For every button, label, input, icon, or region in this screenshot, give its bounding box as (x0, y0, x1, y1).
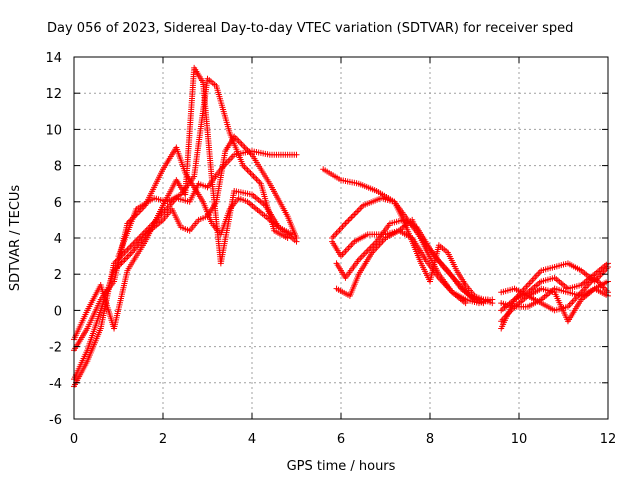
grid-lines (74, 57, 608, 419)
series-track-10 (333, 227, 469, 307)
chart-title: Day 056 of 2023, Sidereal Day-to-day VTE… (47, 21, 573, 36)
axis-ticks: 0 2 4 6 8 10 12 -6 -4 -2 0 2 4 6 8 10 12 14 (45, 51, 616, 447)
data-point (122, 255, 129, 262)
data-point (355, 206, 362, 213)
data-point (124, 246, 131, 253)
data-point (127, 250, 134, 257)
data-point (237, 139, 244, 146)
data-point (357, 255, 364, 262)
y-tick-label: 10 (45, 123, 62, 138)
data-point (241, 144, 248, 151)
y-axis-label: SDTVAR / TECUs (8, 185, 23, 292)
data-point (254, 177, 261, 184)
data-point (462, 300, 469, 307)
data-point (253, 176, 260, 183)
data-point (480, 300, 487, 307)
data-point (119, 258, 126, 265)
y-tick-label: -2 (49, 341, 62, 356)
data-point (251, 174, 258, 181)
data-point (351, 211, 358, 218)
y-tick-label: -6 (49, 413, 62, 428)
x-axis-label: GPS time / hours (287, 459, 396, 474)
data-point (348, 214, 355, 221)
y-tick-label: 2 (54, 268, 62, 283)
data-point (346, 215, 353, 222)
data-point (343, 219, 350, 226)
data-point (293, 151, 300, 158)
data-point (234, 136, 241, 143)
data-point (238, 141, 245, 148)
series-track-11 (498, 260, 611, 332)
y-tick-label: 8 (54, 160, 62, 175)
data-point (345, 217, 352, 224)
y-tick-label: -4 (49, 377, 62, 392)
x-tick-label: 12 (600, 432, 617, 447)
data-point (246, 148, 253, 155)
data-point (354, 208, 361, 215)
data-point (243, 165, 250, 172)
y-tick-label: 4 (54, 232, 62, 247)
data-point (289, 231, 296, 238)
series-track-2 (71, 133, 300, 383)
data-point (250, 173, 257, 180)
data-point (240, 142, 247, 149)
y-tick-label: 0 (54, 304, 62, 319)
data-point (372, 240, 379, 247)
data-point (284, 235, 291, 241)
y-tick-label: 14 (45, 51, 62, 66)
data-point (358, 253, 365, 260)
data-point (360, 252, 367, 259)
data-point (357, 205, 364, 212)
data-point (293, 238, 300, 245)
data-point (125, 252, 132, 259)
data-point (121, 249, 128, 256)
x-tick-label: 2 (159, 432, 167, 447)
x-tick-label: 6 (337, 432, 345, 447)
data-point (244, 167, 251, 174)
data-point (246, 168, 253, 175)
series-track-1 (71, 148, 300, 390)
data-point (352, 209, 359, 216)
data-point (349, 212, 356, 219)
data-point (243, 145, 250, 152)
data-point (370, 241, 377, 248)
x-tick-label: 8 (426, 432, 434, 447)
data-markers (71, 64, 611, 390)
series-track-15 (498, 285, 611, 325)
series-track-5 (115, 75, 291, 260)
data-point (247, 170, 254, 177)
data-point (369, 243, 376, 250)
x-tick-label: 0 (70, 432, 78, 447)
y-tick-label: 12 (45, 87, 62, 102)
data-point (361, 250, 368, 257)
x-tick-label: 10 (511, 432, 528, 447)
data-point (124, 254, 131, 261)
series-track-9 (333, 216, 487, 307)
data-point (489, 296, 496, 303)
y-tick-label: 6 (54, 196, 62, 211)
data-point (249, 171, 255, 178)
x-tick-label: 4 (248, 432, 256, 447)
